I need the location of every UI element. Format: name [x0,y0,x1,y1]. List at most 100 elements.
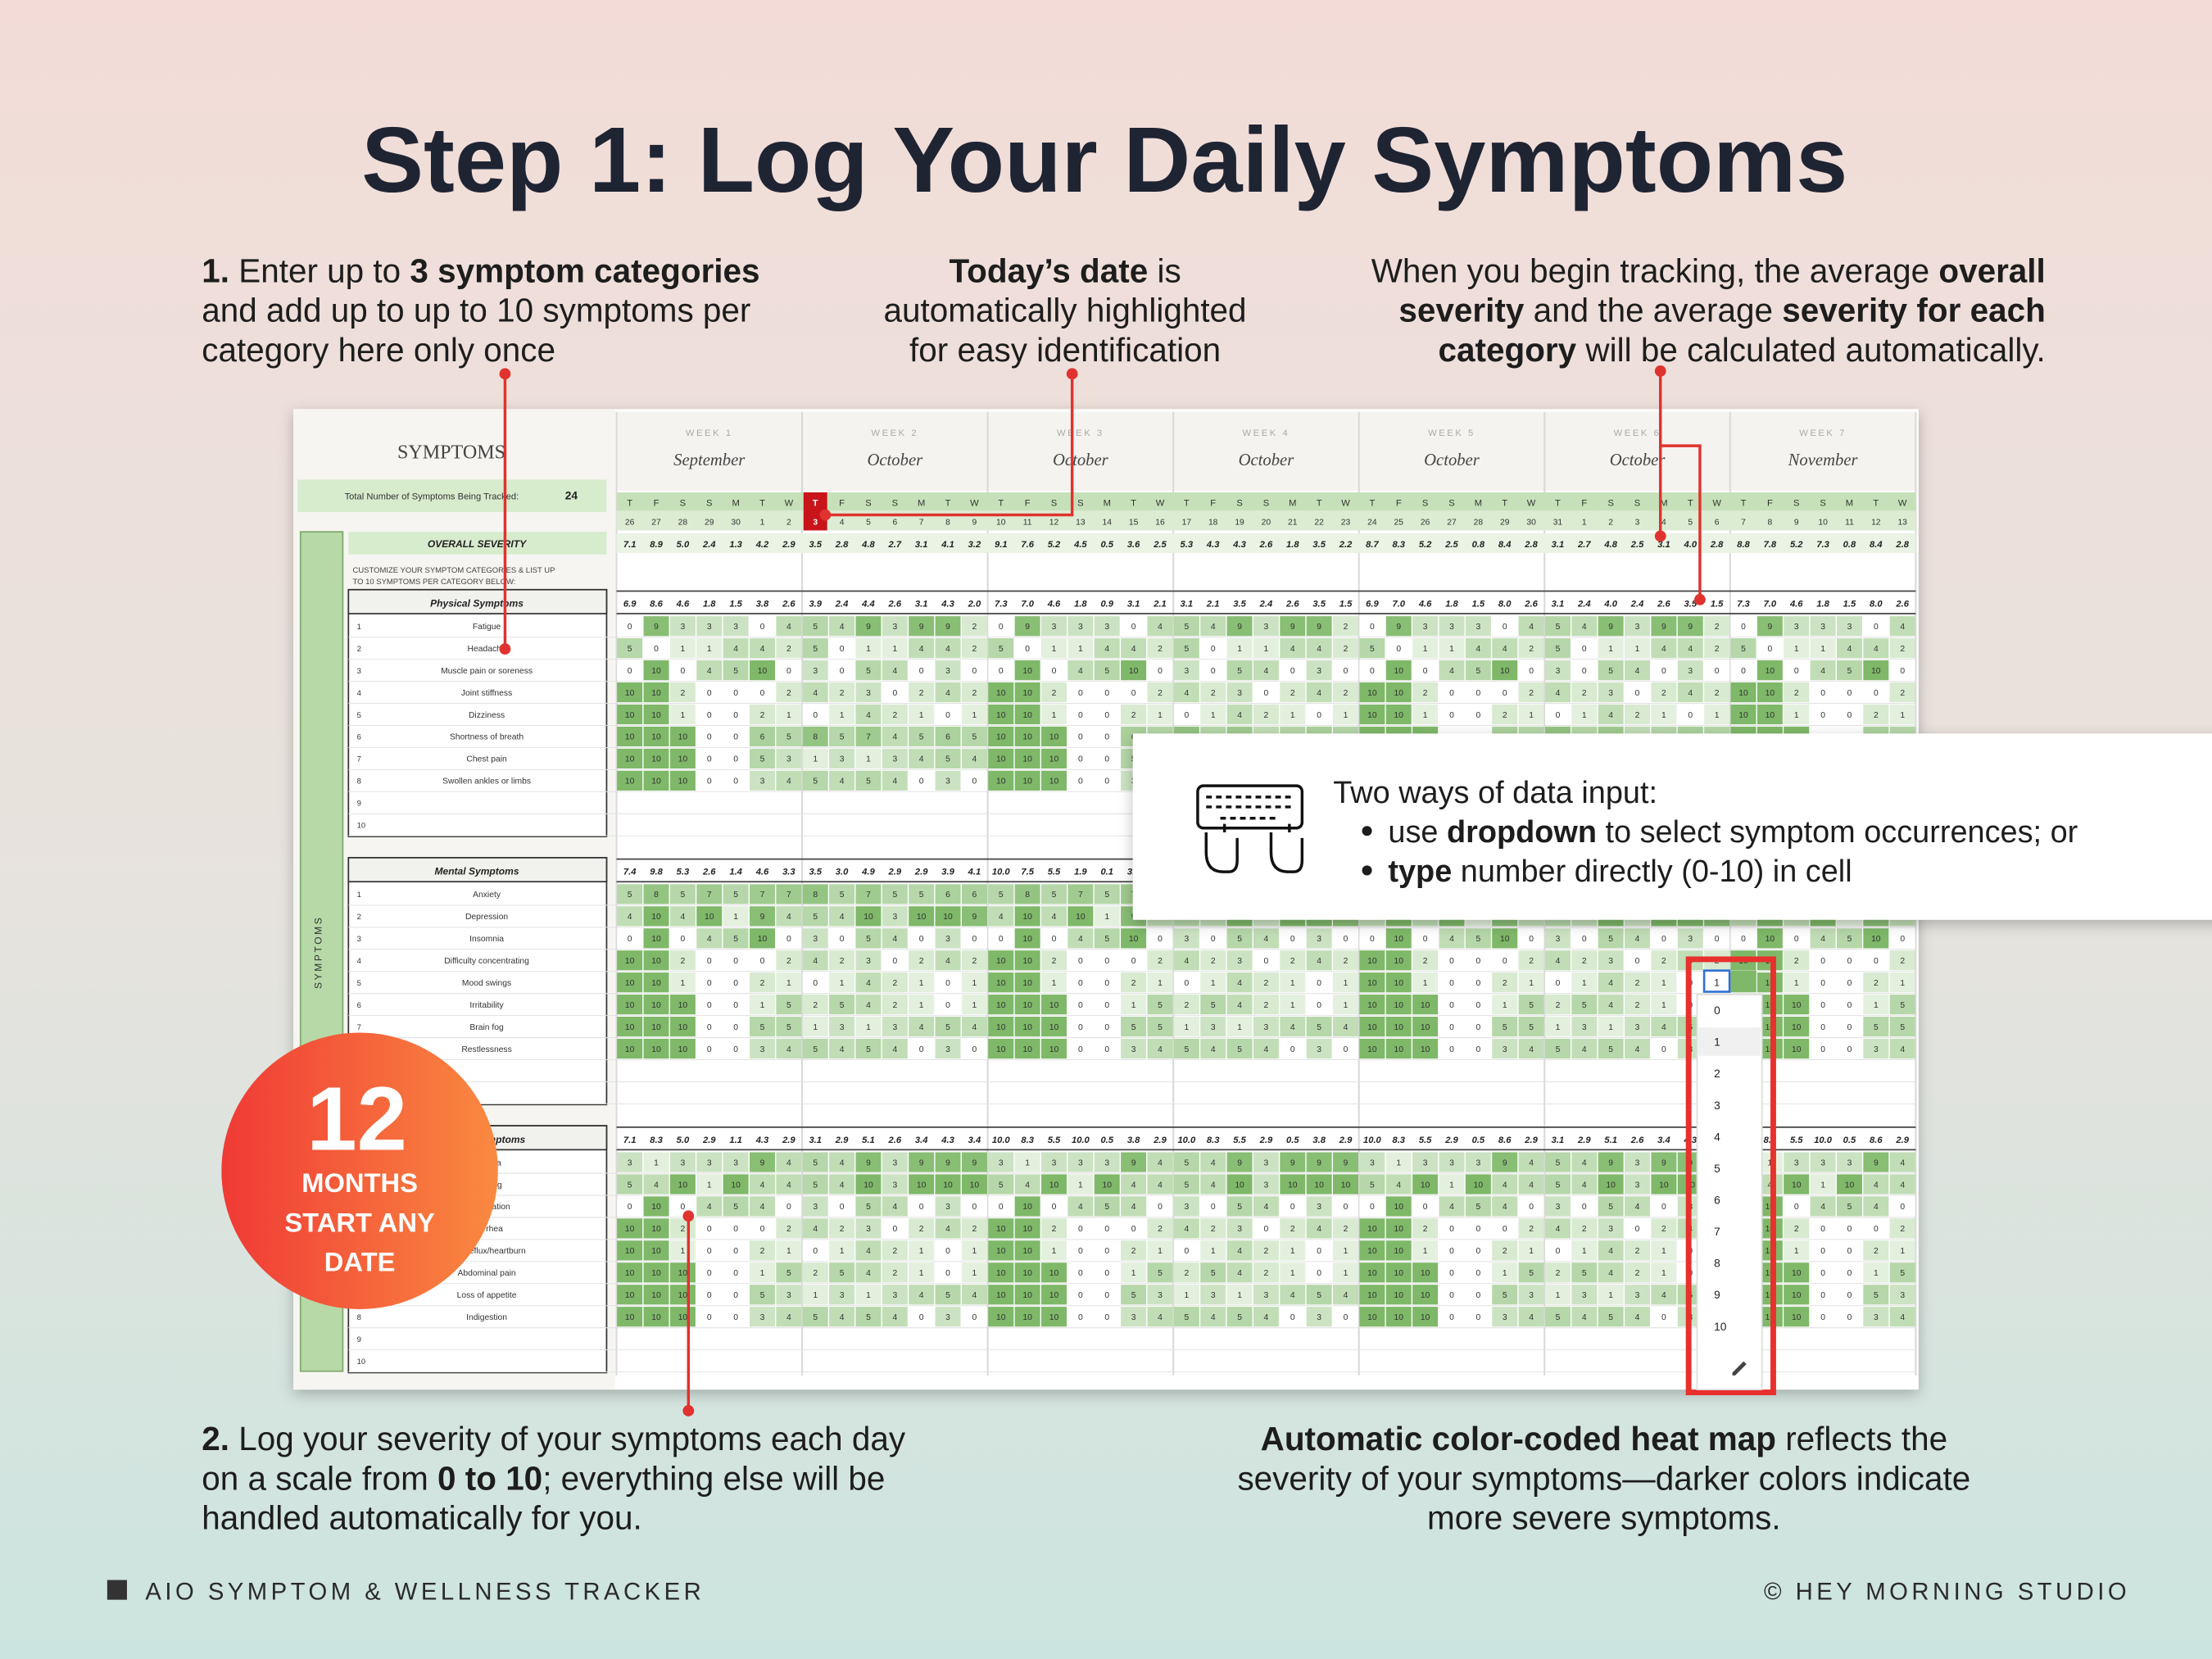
heat-cell [1836,704,1862,725]
cell-value: 10 [1766,1001,1775,1010]
cell-value: 0 [1794,667,1799,676]
heat-cell [1492,1017,1518,1037]
date: 17 [1182,519,1192,528]
dropdown-option[interactable]: 9 [1714,1289,1720,1301]
category-average: 10.0 [1072,1135,1090,1145]
date: 5 [1688,519,1693,528]
cell-value: 4 [1344,1023,1349,1032]
heat-cell [882,1038,908,1059]
heat-cell [909,1017,935,1037]
category-average: 4.3 [941,1135,954,1145]
cell-value: 4 [681,913,686,922]
cell-value: 0 [1475,1313,1480,1322]
heat-cell [1492,1038,1518,1059]
heat-cell [1094,972,1120,993]
heat-cell [961,682,987,703]
heat-cell [1280,616,1306,637]
category-average: 2.6 [782,599,796,609]
heat-cell [802,1017,828,1037]
heat-cell [1863,972,1889,993]
heat-cell [1651,1152,1677,1172]
cell-value: 10 [1341,1181,1351,1190]
cell-value: 2 [681,689,686,698]
heat-cell [855,726,882,747]
cell-value: 1 [813,1023,818,1032]
cell-value: 0 [1211,645,1216,654]
dropdown-option[interactable]: 1 [1714,1036,1720,1049]
heat-cell [1253,1017,1279,1037]
cell-value: 10 [1500,935,1510,944]
heat-cell [1253,995,1279,1015]
heat-cell [1518,1017,1544,1037]
heat-cell [855,704,882,725]
row-number: 10 [357,822,366,831]
cell-value: 0 [1820,1269,1825,1278]
cell-value: 0 [786,667,791,676]
cell-value: 3 [1608,689,1613,698]
category-average: 8.3 [1207,1135,1220,1145]
dropdown-option[interactable]: 10 [1714,1321,1727,1333]
heat-cell [1836,972,1862,993]
heat-cell [1412,616,1439,637]
cell-value: 4 [1900,1045,1905,1054]
cell-value: 10 [1766,1023,1775,1032]
dropdown-option[interactable]: 7 [1714,1226,1720,1238]
cell-value: 0 [1104,1269,1109,1278]
heat-cell [909,906,935,927]
category-average: 1.5 [1339,599,1353,609]
heat-cell [723,682,749,703]
cell-value: 0 [1078,755,1083,764]
cell-value: 4 [1767,1181,1772,1190]
heat-cell [1226,1038,1253,1059]
cell-value: 0 [1794,1203,1799,1212]
dropdown-option[interactable]: 5 [1714,1163,1720,1175]
day-letter: S [1236,498,1242,508]
cell-value: 0 [1078,1023,1083,1032]
cell-value: 10 [1367,1313,1377,1322]
cell-value: 4 [1184,689,1189,698]
dropdown-option[interactable]: 2 [1714,1067,1720,1080]
dropdown-option[interactable]: 6 [1714,1194,1720,1207]
cell-value: 2 [1131,711,1136,720]
heat-cell [909,660,935,681]
day-letter: W [1898,498,1907,508]
annotation: Automatic color-coded heat map reflects … [1261,1420,1947,1457]
cell-value: 0 [1449,1225,1454,1234]
dropdown-option[interactable]: 0 [1714,1004,1720,1017]
dropdown-option[interactable]: 8 [1714,1258,1720,1270]
heat-cell [802,616,828,637]
cell-value: 5 [1529,1023,1534,1032]
category-average: 2.9 [1895,1135,1909,1145]
cell-value: 5 [1184,645,1189,654]
overall-average: 2.8 [1710,540,1724,550]
cell-value: 10 [1421,1269,1430,1278]
heat-cell [1625,660,1651,681]
dropdown-option[interactable]: 4 [1714,1131,1720,1143]
overall-average: 2.5 [1630,540,1644,550]
cell-value: 0 [1475,689,1480,698]
cell-value: 0 [1820,979,1825,988]
cell-value: 1 [1582,1247,1587,1256]
heat-cell [776,1174,802,1194]
heat-cell [855,906,882,927]
heat-cell [669,616,696,637]
cell-value: 1 [1290,711,1295,720]
cell-value: 10 [1049,1269,1059,1278]
heat-cell [961,616,987,637]
heat-cell [1598,928,1624,949]
dropdown-option[interactable]: 3 [1714,1099,1720,1112]
heat-cell [1625,972,1651,993]
date: 6 [892,519,897,528]
heat-cell [1784,928,1810,949]
heat-cell [1173,928,1199,949]
cell-value: 4 [840,1181,845,1190]
cell-value: 0 [1317,1247,1321,1256]
heat-cell [1412,950,1439,971]
cell-value: 4 [1211,1045,1216,1054]
heat-cell [776,928,802,949]
cell-value: 4 [786,913,791,922]
cell-value: 2 [1503,1247,1507,1256]
cell-value: 0 [1317,711,1321,720]
heat-cell [935,770,961,791]
